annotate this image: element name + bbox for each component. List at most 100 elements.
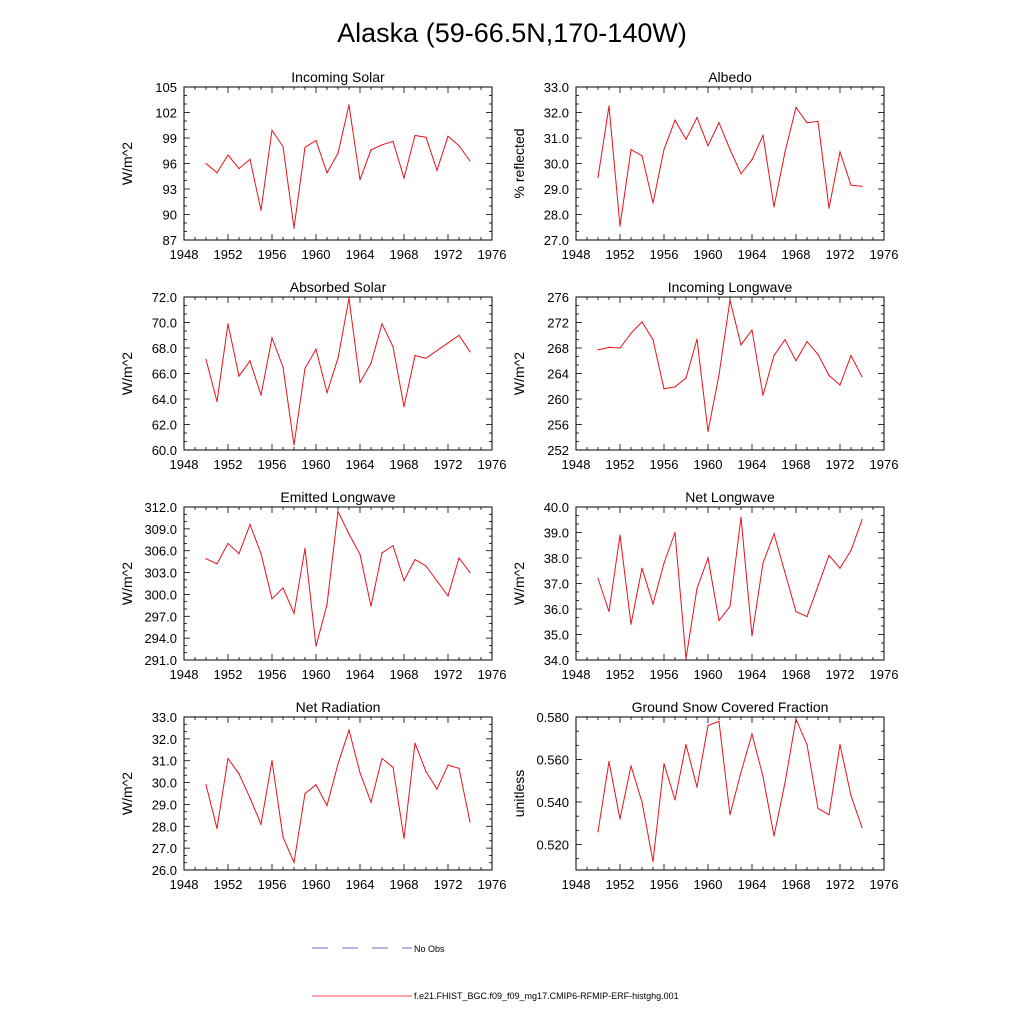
data-point (696, 338, 698, 340)
chart-panel-4: Incoming Longwave W/m^2 1948 1952 1956 1960 19… (511, 279, 898, 472)
data-point (447, 595, 449, 597)
y-tick-label: 66.0 (152, 367, 177, 382)
y-tick-label: 276 (547, 290, 569, 305)
data-point (326, 804, 328, 807)
data-point (608, 761, 610, 763)
data-point (751, 635, 753, 637)
y-axis-label: W/m^2 (119, 772, 135, 815)
data-point (685, 744, 687, 746)
data-point (425, 565, 427, 567)
data-point (348, 533, 350, 535)
data-point (337, 510, 339, 512)
data-point (414, 134, 416, 137)
y-tick-label: 40.0 (544, 500, 569, 515)
y-tick-label: 27.0 (544, 233, 569, 248)
x-tick-label: 1964 (346, 457, 375, 472)
data-point (652, 860, 654, 863)
x-tick-label: 1960 (694, 457, 723, 472)
x-tick-label: 1968 (782, 877, 811, 892)
data-point (304, 367, 306, 369)
data-point (806, 341, 808, 343)
data-point (740, 516, 742, 518)
data-point (784, 151, 786, 153)
panel-title: Ground Snow Covered Fraction (632, 699, 829, 715)
x-tick-label: 1960 (694, 667, 723, 682)
data-point (806, 616, 808, 618)
data-point (850, 184, 852, 186)
data-point (784, 339, 786, 341)
data-point (597, 176, 599, 179)
data-point (326, 604, 328, 606)
y-tick-label: 62.0 (152, 418, 177, 433)
data-point (839, 384, 841, 386)
x-tick-label: 1968 (782, 667, 811, 682)
x-tick-label: 1960 (694, 247, 723, 262)
data-point (608, 346, 610, 348)
x-tick-label: 1976 (870, 667, 899, 682)
data-point (817, 120, 819, 123)
data-point (348, 104, 350, 106)
legend: No Obs f.e21.FHIST_BGC.f09_f09_mg17.CMIP… (312, 944, 679, 1001)
data-point (740, 771, 742, 773)
data-point (238, 168, 240, 170)
data-point (315, 139, 317, 142)
y-tick-label: 29.0 (544, 182, 569, 197)
data-point (861, 826, 863, 829)
data-point (828, 814, 830, 816)
x-tick-label: 1960 (302, 247, 331, 262)
x-tick-label: 1952 (214, 457, 243, 472)
data-point (619, 534, 621, 536)
data-point (381, 757, 383, 760)
data-point (707, 145, 709, 147)
y-tick-label: 102 (155, 106, 177, 121)
data-point (381, 552, 383, 554)
y-tick-label: 26.0 (152, 863, 177, 878)
x-tick-label: 1972 (826, 457, 855, 472)
data-point (414, 742, 416, 744)
data-point (458, 767, 460, 769)
data-point (271, 337, 273, 339)
x-tick-label: 1956 (258, 877, 287, 892)
data-point (260, 823, 262, 825)
data-point (674, 119, 676, 121)
data-point (282, 366, 284, 368)
data-point (359, 553, 361, 555)
plot-frame (183, 506, 493, 661)
data-point (469, 351, 471, 353)
y-tick-label: 31.0 (544, 131, 569, 146)
y-tick-label: 29.0 (152, 797, 177, 812)
data-point (619, 225, 621, 227)
x-tick-label: 1952 (214, 247, 243, 262)
y-tick-label: 256 (547, 418, 569, 433)
data-point (630, 332, 632, 334)
y-tick-label: 35.0 (544, 628, 569, 643)
data-point (359, 179, 361, 181)
data-point (315, 348, 317, 350)
y-tick-label: 0.580 (536, 710, 569, 725)
data-point (861, 376, 863, 378)
x-tick-label: 1976 (870, 247, 899, 262)
data-point (249, 158, 251, 160)
x-tick-label: 1960 (694, 877, 723, 892)
x-tick-label: 1956 (258, 457, 287, 472)
panels-group: Incoming Solar W/m^2 1948 1952 1956 1960 1964 1… (119, 69, 898, 892)
data-point (795, 718, 797, 720)
data-point (641, 321, 643, 323)
chart-panel-3: Absorbed Solar W/m^2 1948 1952 1956 1960 1964 1… (119, 279, 506, 472)
x-tick-label: 1972 (434, 667, 463, 682)
y-tick-label: 264 (547, 367, 569, 382)
x-tick-label: 1976 (478, 877, 507, 892)
x-tick-label: 1956 (650, 877, 679, 892)
data-point (663, 388, 665, 390)
data-point (293, 612, 295, 614)
y-tick-label: 309.0 (144, 522, 177, 537)
y-tick-label: 0.540 (536, 795, 569, 810)
data-point (762, 394, 764, 396)
y-tick-label: 64.0 (152, 392, 177, 407)
data-point (762, 134, 764, 137)
data-point (458, 334, 460, 336)
data-point (436, 788, 438, 790)
data-point (205, 784, 207, 786)
y-tick-label: 0.560 (536, 753, 569, 768)
data-point (348, 729, 350, 731)
